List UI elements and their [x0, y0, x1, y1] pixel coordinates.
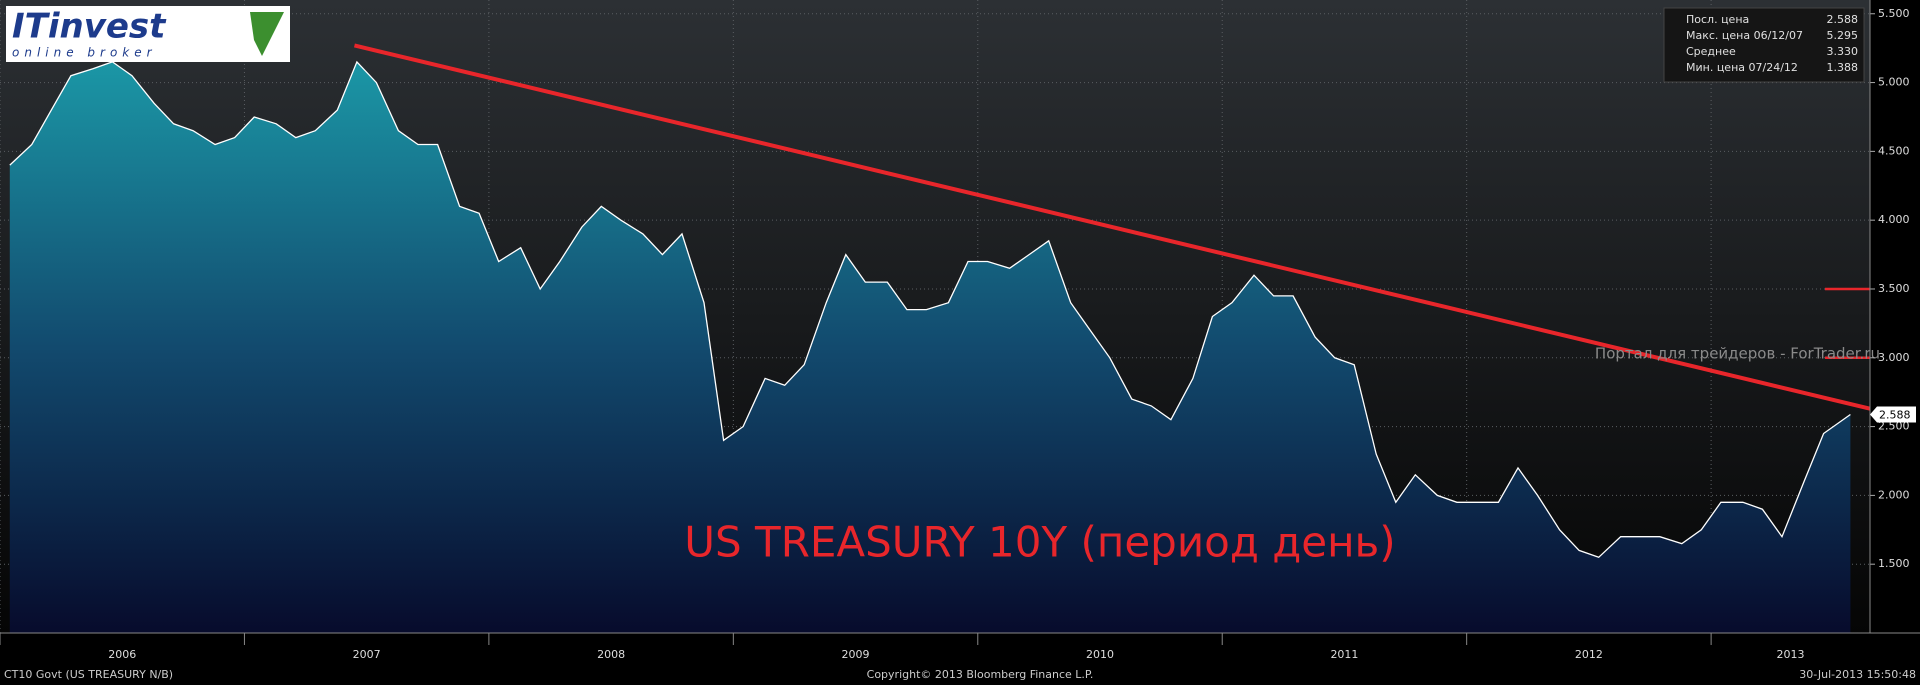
trend-line: [353, 43, 1871, 411]
stats-box: [1663, 7, 1865, 83]
x-tick-label: 2007: [353, 648, 381, 661]
logo-subtitle: online broker: [12, 46, 157, 60]
stat-label: Посл. цена: [1686, 13, 1749, 26]
y-tick-label: 3.000: [1878, 351, 1910, 364]
x-tick-label: 2010: [1086, 648, 1114, 661]
chart-title: US TREASURY 10Y (период день): [684, 518, 1395, 567]
stat-value: 3.330: [1827, 45, 1859, 58]
y-tick-label: 4.500: [1878, 144, 1910, 157]
footer-right: 30-Jul-2013 15:50:48: [1799, 668, 1916, 681]
stat-value: 5.295: [1827, 29, 1859, 42]
y-tick-label: 5.000: [1878, 76, 1910, 89]
x-tick-label: 2006: [108, 648, 136, 661]
y-tick-label: 5.500: [1878, 7, 1910, 20]
logo-title: ITinvest: [12, 7, 167, 47]
footer-left: CT10 Govt (US TREASURY N/B): [4, 668, 173, 681]
footer-center: Copyright© 2013 Bloomberg Finance L.P.: [867, 668, 1094, 681]
last-price-label: 2.588: [1879, 408, 1911, 421]
y-tick-label: 2.500: [1878, 420, 1910, 433]
last-price-tag: [1870, 406, 1916, 423]
logo-box: [6, 6, 290, 62]
stat-value: 2.588: [1827, 13, 1859, 26]
y-tick-label: 3.500: [1878, 282, 1910, 295]
stat-label: Мин. цена 07/24/12: [1686, 61, 1798, 74]
x-tick-label: 2011: [1330, 648, 1358, 661]
x-tick-label: 2008: [597, 648, 625, 661]
stat-label: Макс. цена 06/12/07: [1686, 29, 1803, 42]
logo-icon: [250, 12, 284, 56]
stat-value: 1.388: [1827, 61, 1859, 74]
x-tick-label: 2009: [842, 648, 870, 661]
y-tick-label: 2.000: [1878, 488, 1910, 501]
y-tick-label: 1.500: [1878, 557, 1910, 570]
line: [9, 60, 1851, 559]
stat-label: Среднее: [1686, 45, 1736, 58]
x-tick-label: 2012: [1575, 648, 1603, 661]
watermark: Портал для трейдеров - ForTrader.ru: [1595, 345, 1880, 363]
x-tick-label: 2013: [1777, 648, 1805, 661]
y-tick-label: 4.000: [1878, 213, 1910, 226]
